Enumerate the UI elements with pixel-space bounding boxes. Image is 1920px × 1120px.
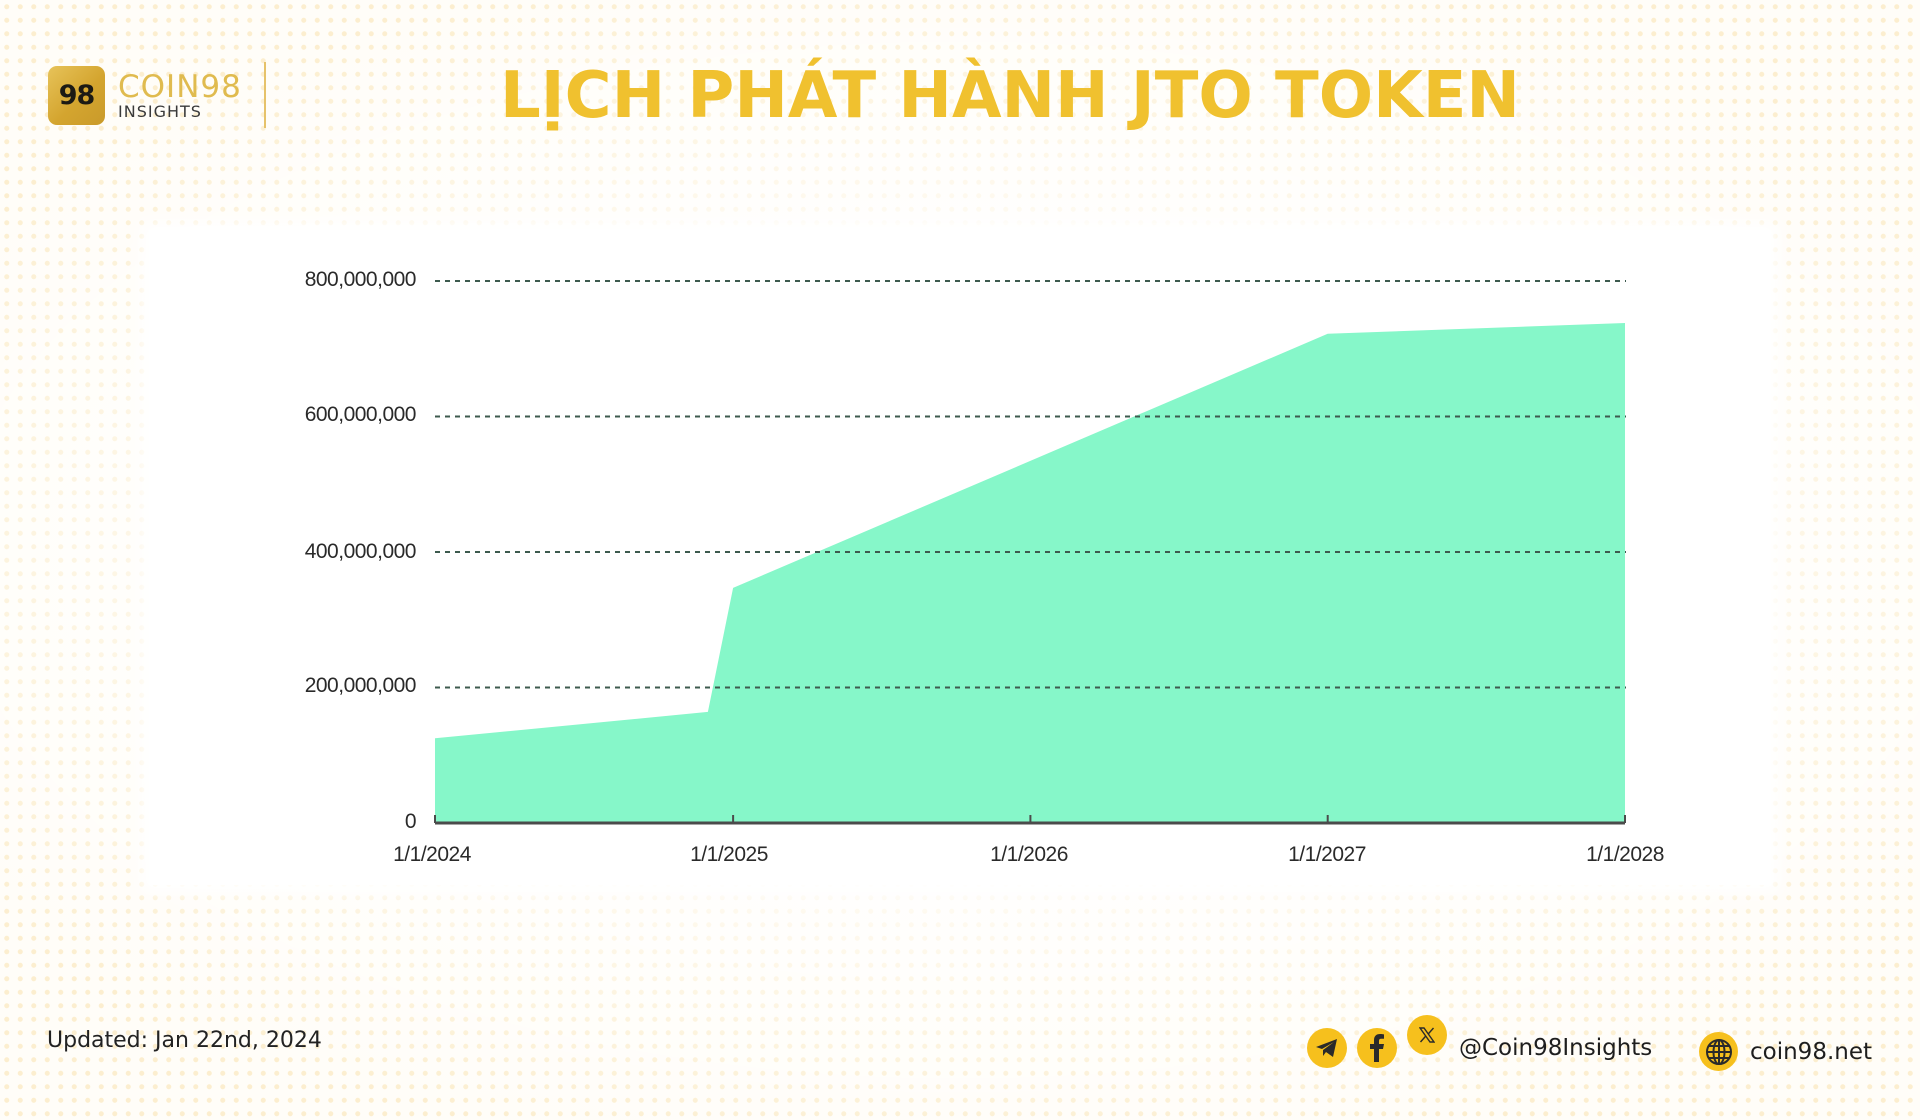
- area-chart: [434, 280, 1626, 825]
- logo-wordmark: COIN98 INSIGHTS: [118, 71, 242, 121]
- website-link[interactable]: coin98.net: [1699, 1032, 1872, 1071]
- gridlines-front: [435, 280, 1626, 689]
- x-tick-label: 1/1/2028: [1586, 843, 1664, 866]
- x-tick-label: 1/1/2024: [393, 843, 471, 866]
- logo-mark-icon: 98: [48, 66, 105, 125]
- y-tick-label: 0: [404, 810, 417, 833]
- x-tick-label: 1/1/2027: [1288, 843, 1366, 866]
- y-tick-label: 400,000,000: [304, 540, 417, 563]
- logo-brand-sub: INSIGHTS: [118, 101, 202, 121]
- updated-date: Updated: Jan 22nd, 2024: [47, 1028, 322, 1053]
- globe-icon: [1699, 1032, 1738, 1071]
- x-icon[interactable]: [1407, 1015, 1447, 1055]
- social-handle[interactable]: @Coin98Insights: [1459, 1035, 1653, 1061]
- coin98-insights-logo: 98 COIN98 INSIGHTS: [48, 66, 242, 125]
- telegram-icon[interactable]: [1307, 1028, 1347, 1068]
- facebook-icon[interactable]: [1357, 1028, 1397, 1068]
- logo-brand-name: COIN98: [118, 68, 242, 105]
- y-tick-label: 800,000,000: [304, 268, 417, 291]
- x-tick-label: 1/1/2025: [690, 843, 768, 866]
- y-tick-label: 600,000,000: [304, 403, 417, 426]
- chart-card: 800,000,000 600,000,000 400,000,000 200,…: [149, 230, 1771, 885]
- x-axis: [434, 815, 1626, 825]
- social-links: @Coin98Insights: [1307, 1015, 1653, 1068]
- logo-mark-text: 98: [58, 80, 96, 111]
- header-divider: [264, 62, 266, 128]
- page-title: LỊCH PHÁT HÀNH JTO TOKEN: [500, 59, 1520, 133]
- x-tick-label: 1/1/2026: [990, 843, 1068, 866]
- website-url[interactable]: coin98.net: [1750, 1038, 1873, 1065]
- y-tick-label: 200,000,000: [304, 674, 417, 697]
- area-series: [435, 323, 1625, 823]
